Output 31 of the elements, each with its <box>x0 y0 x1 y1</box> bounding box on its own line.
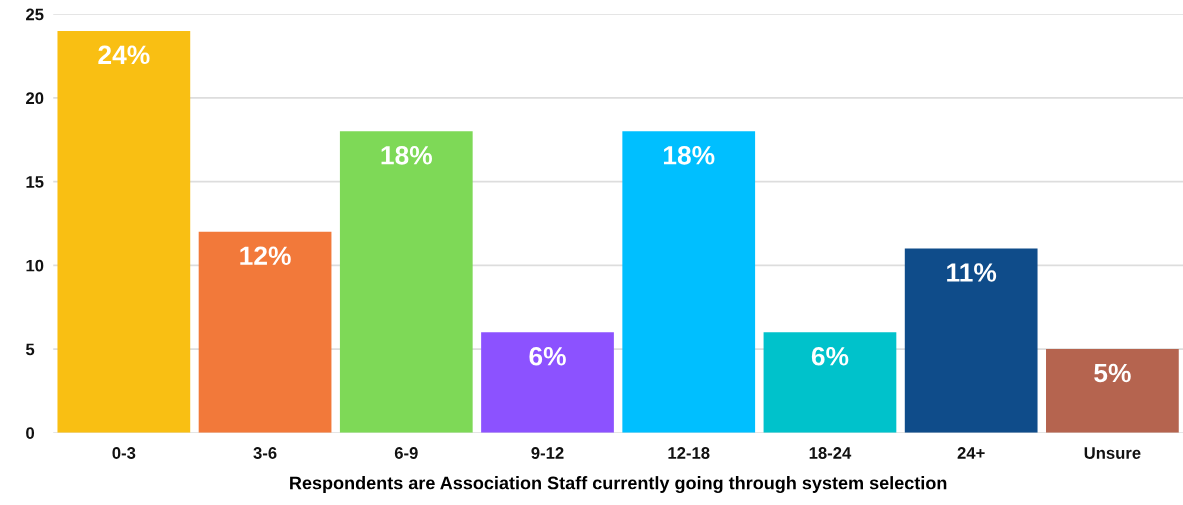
data-label: 6% <box>811 346 849 366</box>
bar <box>1046 349 1179 433</box>
bar <box>198 231 332 433</box>
x-axis-title: Respondents are Association Staff currently going through system selection <box>290 476 947 494</box>
y-tick-label: 0 <box>26 427 35 439</box>
x-tick-label: 24+ <box>957 447 985 459</box>
y-tick-label: 25 <box>26 8 44 21</box>
data-label: 24% <box>98 45 150 65</box>
data-label: 11% <box>947 263 997 282</box>
y-tick-label: 15 <box>26 176 44 188</box>
bar <box>763 332 897 433</box>
bar <box>622 131 756 433</box>
bar <box>904 248 1038 433</box>
bar <box>339 131 473 433</box>
y-tick-label: 5 <box>25 343 35 356</box>
data-label: 18% <box>663 145 715 165</box>
x-tick-label: 9-12 <box>531 447 564 459</box>
data-label: 5% <box>1094 363 1131 383</box>
data-label: 12% <box>240 246 291 266</box>
x-tick-label: 0-3 <box>112 447 136 459</box>
x-tick-label: Unsure <box>1084 447 1141 459</box>
x-tick-label: 12-18 <box>668 447 710 459</box>
x-tick-label: 3-6 <box>253 447 277 459</box>
data-label: 18% <box>381 145 432 165</box>
data-label: 6% <box>529 346 566 366</box>
bar <box>481 332 614 433</box>
y-tick-label: 20 <box>26 92 44 105</box>
bar <box>57 30 191 433</box>
x-tick-label: 18-24 <box>809 447 852 459</box>
x-tick-label: 6-9 <box>394 447 418 459</box>
y-tick-label: 10 <box>26 259 44 272</box>
